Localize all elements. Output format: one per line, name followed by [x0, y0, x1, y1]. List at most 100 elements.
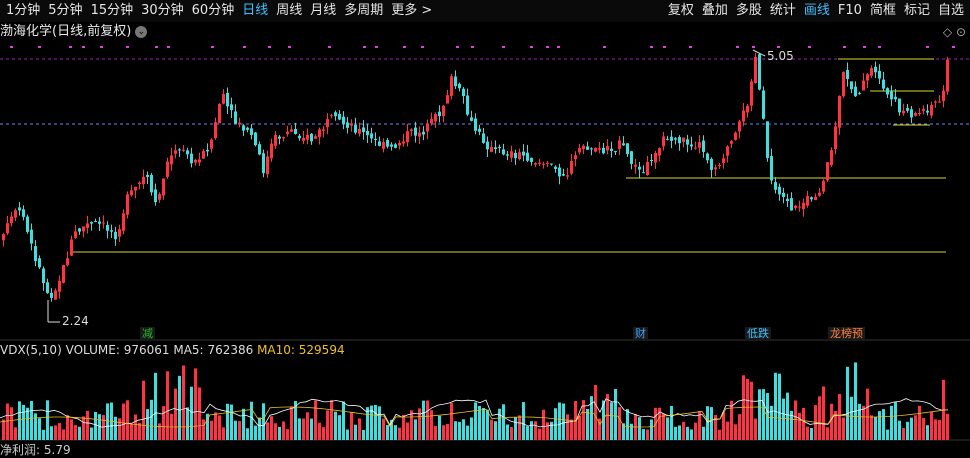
candle-body — [426, 124, 429, 132]
event-tag-0[interactable]: 减 — [140, 327, 155, 340]
period-tab-3[interactable]: 30分钟 — [141, 3, 184, 18]
candle-body — [370, 133, 373, 139]
tool-button-3[interactable]: 统计 — [769, 3, 796, 18]
volume-bar — [558, 402, 561, 440]
volume-bar — [202, 419, 205, 440]
event-tag-1[interactable]: 财 — [633, 327, 648, 340]
candle-body — [618, 140, 621, 149]
candle-body — [646, 161, 649, 175]
period-tab-7[interactable]: 月线 — [310, 3, 337, 18]
volume-bar — [630, 423, 633, 440]
candle-body — [530, 157, 533, 162]
volume-bar — [146, 409, 149, 440]
candle-body — [758, 54, 761, 90]
tool-buttons: 复权 叠加 多股 统计 画线 F10 简框 标记 自选 — [664, 0, 968, 22]
candle-body — [498, 147, 501, 149]
candle-body — [546, 162, 549, 164]
volume-bar — [794, 400, 797, 440]
candle-body — [298, 135, 301, 139]
volume-bar — [530, 421, 533, 440]
candle-body — [874, 66, 877, 73]
candle-body — [122, 213, 125, 231]
candle-body — [686, 139, 689, 145]
volume-bar — [82, 416, 85, 440]
candle-body — [470, 117, 473, 121]
tool-button-6[interactable]: 简框 — [869, 3, 896, 18]
tool-button-2[interactable]: 多股 — [735, 3, 762, 18]
tool-button-8[interactable]: 自选 — [937, 3, 964, 18]
event-tag-3[interactable]: 龙榜预 — [828, 327, 865, 340]
top-marker — [530, 46, 533, 48]
volume-bar — [646, 429, 649, 440]
volume-bar — [518, 415, 521, 440]
candle-body — [938, 101, 941, 103]
volume-bar — [594, 384, 597, 440]
candle-body — [150, 174, 153, 193]
tool-button-1[interactable]: 叠加 — [701, 3, 728, 18]
chart-title-bar: 渤海化学(日线,前复权) ⌄ ◇ ⊙ — [0, 22, 970, 42]
candle-body — [678, 137, 681, 144]
candle-body — [262, 153, 265, 174]
volume-bar — [474, 402, 477, 440]
diamond-icon[interactable]: ◇ — [942, 25, 953, 39]
volume-bar — [750, 381, 753, 440]
candle-body — [762, 90, 765, 119]
expand-icon[interactable]: ⊙ — [955, 25, 966, 39]
volume-bar — [774, 372, 777, 440]
candle-body — [882, 79, 885, 89]
candle-body — [102, 222, 105, 224]
volume-bar — [810, 428, 813, 440]
candle-body — [226, 92, 229, 107]
tool-button-4[interactable]: 画线 — [803, 3, 830, 18]
volume-bar — [14, 427, 17, 440]
volume-bar — [454, 421, 457, 440]
candle-body — [730, 141, 733, 144]
period-tab-6[interactable]: 周线 — [276, 3, 303, 18]
candle-body — [534, 163, 537, 165]
candle-body — [786, 198, 789, 202]
volume-bar — [834, 410, 837, 440]
volume-bar — [166, 371, 169, 440]
volume-bar — [358, 418, 361, 440]
top-marker — [808, 46, 811, 48]
volume-bar — [462, 419, 465, 440]
candle-body — [586, 146, 589, 150]
tool-button-7[interactable]: 标记 — [903, 3, 930, 18]
period-tab-5[interactable]: 日线 — [242, 3, 269, 18]
period-tab-1[interactable]: 5分钟 — [48, 3, 83, 18]
candle-body — [486, 141, 489, 150]
volume-bar — [178, 375, 181, 440]
volume-bar — [138, 423, 141, 440]
volume-bar — [546, 422, 549, 440]
volume-bar — [846, 366, 849, 440]
volume-bar — [346, 429, 349, 440]
candle-body — [502, 149, 505, 155]
candle-body — [310, 133, 313, 142]
period-tab-9[interactable]: 更多 > — [391, 3, 433, 18]
volume-bar — [714, 414, 717, 440]
candle-body — [778, 186, 781, 195]
volume-bar — [642, 429, 645, 440]
volume-bar — [106, 403, 109, 440]
volume-bar — [690, 429, 693, 440]
period-tab-0[interactable]: 1分钟 — [6, 3, 41, 18]
ma10-label: MA10: — [257, 343, 295, 357]
volume-bar — [822, 386, 825, 440]
volume-bar — [510, 427, 513, 440]
period-tab-2[interactable]: 15分钟 — [90, 3, 134, 18]
candle-body — [130, 190, 133, 196]
volume-bar — [906, 421, 909, 440]
event-tag-2[interactable]: 低跌 — [745, 327, 771, 340]
candle-body — [494, 147, 497, 150]
candle-body — [242, 125, 245, 131]
tool-button-0[interactable]: 复权 — [667, 3, 694, 18]
tool-button-5[interactable]: F10 — [837, 3, 862, 18]
volume-bar — [10, 407, 13, 440]
period-tab-8[interactable]: 多周期 — [344, 3, 384, 18]
chevron-down-icon[interactable]: ⌄ — [135, 25, 148, 38]
volume-bar — [622, 423, 625, 440]
candle-body — [542, 163, 545, 165]
period-tab-4[interactable]: 60分钟 — [191, 3, 235, 18]
ma5-label: MA5: — [173, 343, 204, 357]
